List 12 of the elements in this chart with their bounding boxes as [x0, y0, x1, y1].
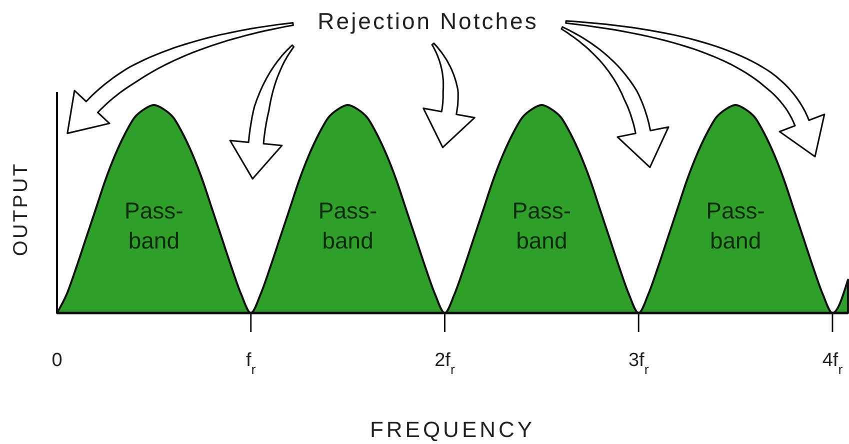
x-tick-label: 4f$_{r}$: [822, 350, 844, 376]
x-tick-label: 0: [52, 350, 62, 371]
x-tick-label: f$_{r}$: [246, 350, 256, 376]
annotation: Pass-band: [318, 198, 378, 254]
x-axis-title: FREQUENCY: [370, 417, 536, 442]
annotation: Pass-band: [706, 198, 765, 254]
y-axis-title: OUTPUT: [10, 162, 32, 256]
x-tick-label: 2f$_{r}$: [434, 350, 456, 376]
text: Rejection Notches: [318, 8, 538, 34]
annotation: Pass-band: [124, 198, 184, 254]
annotation: Pass-band: [512, 198, 572, 254]
x-tick-label: 3f$_{r}$: [628, 350, 650, 376]
